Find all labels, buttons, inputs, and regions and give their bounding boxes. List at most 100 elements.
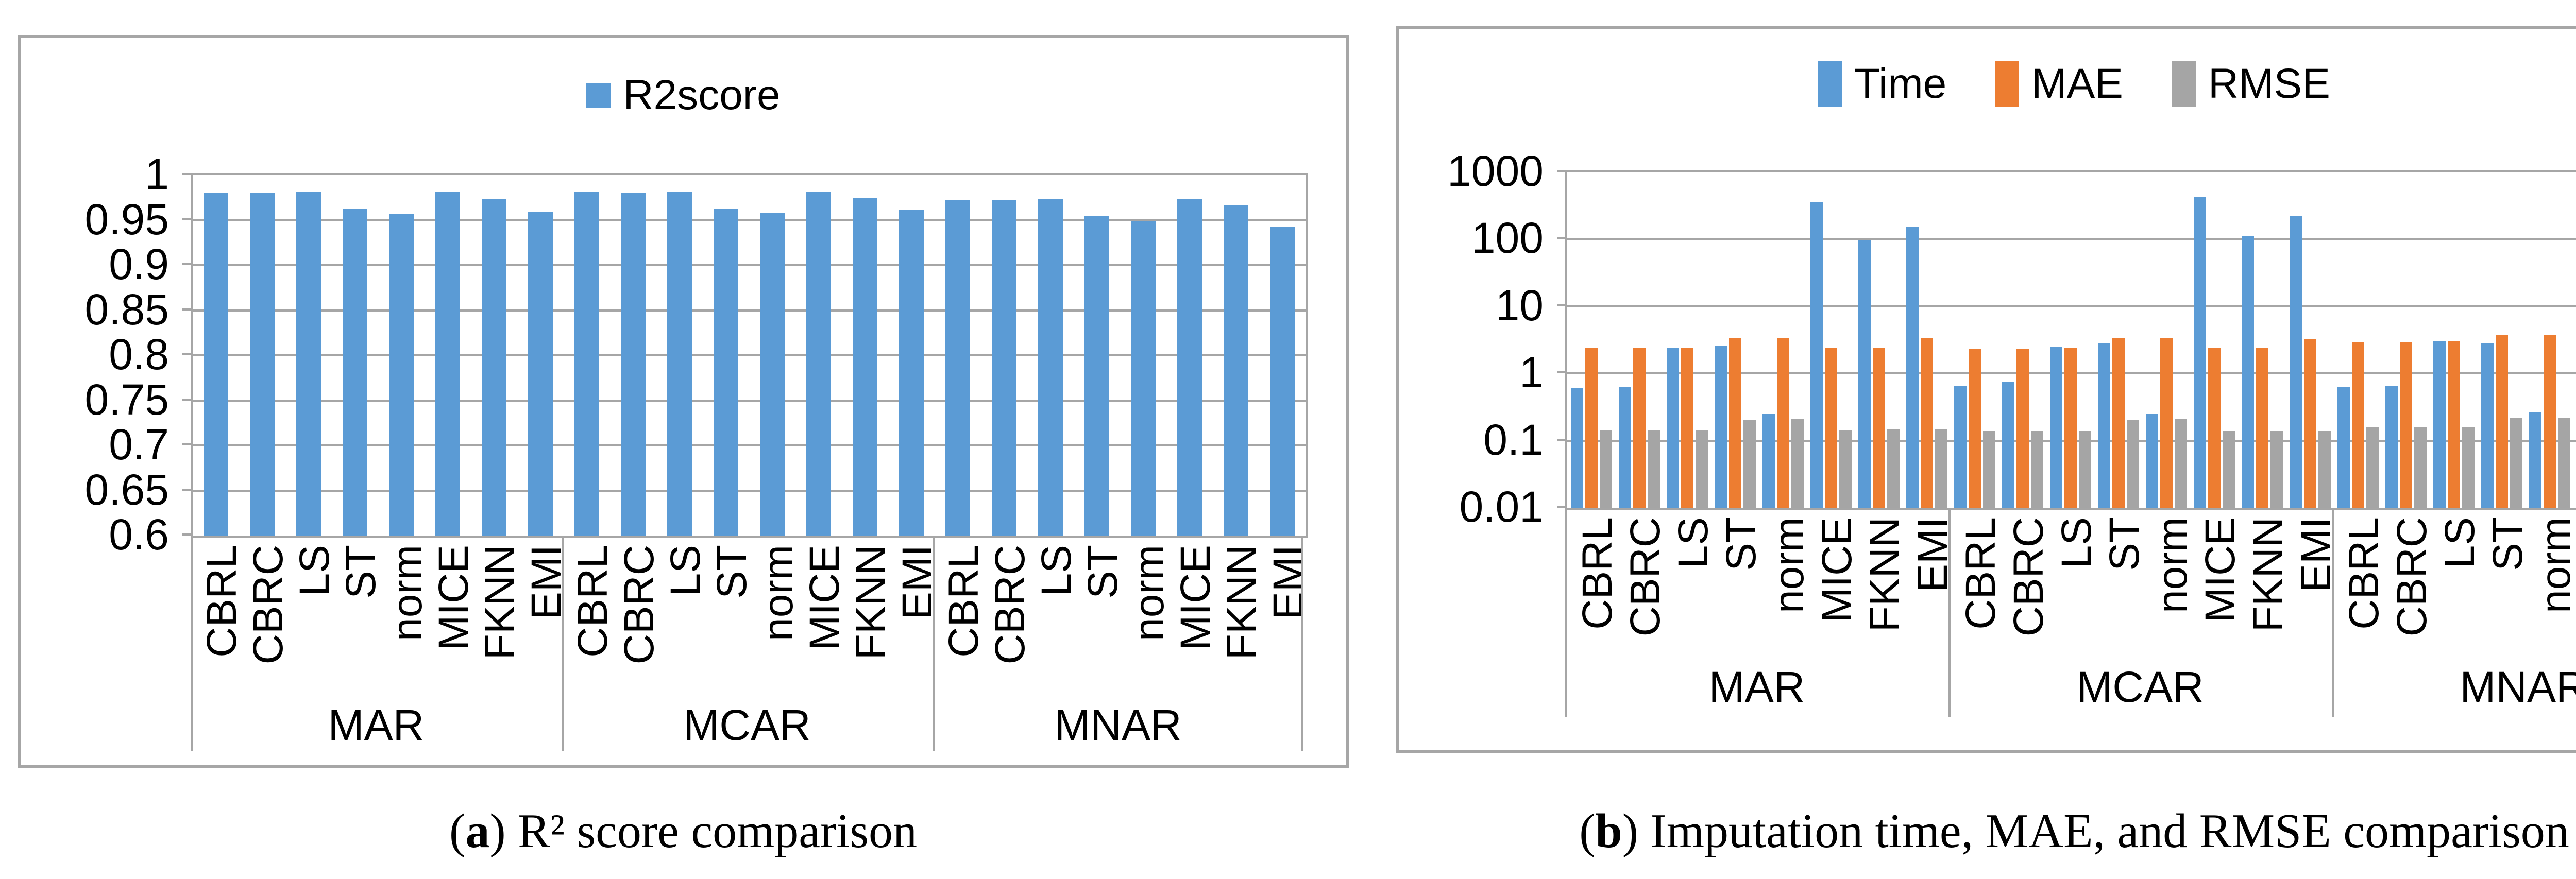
x-category-label: FKNN bbox=[477, 545, 523, 660]
bar-b-mae-mnar-cbrc bbox=[2399, 342, 2412, 508]
y-tick-label: 0.1 bbox=[1483, 415, 1544, 464]
bar-b-mae-mnar-ls bbox=[2447, 341, 2460, 508]
legend-item-r2score: R2score bbox=[586, 74, 781, 116]
bar-a-r2score-mnar-norm bbox=[1131, 221, 1156, 536]
bar-b-rmse-mar-fknn bbox=[1887, 428, 1900, 508]
bar-b-mae-mcar-norm bbox=[2160, 337, 2173, 508]
x-category-label: CBRL bbox=[2340, 517, 2387, 630]
y-tick-mark bbox=[1557, 371, 1567, 374]
bar-b-time-mcar-cbrc bbox=[2002, 382, 2014, 508]
bar-b-time-mcar-ls bbox=[2049, 347, 2062, 508]
bar-a-r2score-mcar-emi bbox=[899, 210, 924, 536]
x-group-label-mcar: MCAR bbox=[2076, 663, 2204, 711]
axis-divider bbox=[2332, 510, 2334, 717]
x-group-label-mnar: MNAR bbox=[1054, 701, 1182, 749]
x-category-label: MICE bbox=[801, 545, 848, 650]
bar-b-time-mar-cbrl bbox=[1570, 388, 1583, 508]
bar-b-time-mcar-emi bbox=[2289, 216, 2302, 508]
x-group-label-mcar: MCAR bbox=[683, 701, 811, 749]
x-category-label: norm bbox=[755, 545, 802, 641]
bar-b-mae-mnar-st bbox=[2495, 335, 2508, 508]
x-category-label: EMI bbox=[1909, 517, 1956, 592]
bar-a-r2score-mcar-ls bbox=[667, 192, 692, 536]
bar-b-rmse-mcar-cbrl bbox=[1982, 430, 1995, 508]
x-category-label: CBRC bbox=[616, 545, 663, 665]
bar-a-r2score-mnar-cbrc bbox=[992, 200, 1016, 536]
y-tick-label: 0.01 bbox=[1459, 482, 1544, 531]
gridline bbox=[193, 219, 1306, 221]
legend-item-mae: MAE bbox=[1995, 61, 2123, 107]
chart-b-panel: Time MAE RMSE 1000 100 10 1 0.1 0.01 CBRL CBRC LS S… bbox=[1396, 26, 2576, 753]
axis-divider bbox=[1948, 510, 1951, 717]
gridline bbox=[1567, 305, 2576, 307]
gridline bbox=[193, 309, 1306, 312]
bar-b-mae-mcar-fknn bbox=[2256, 348, 2268, 508]
y-tick-label: 0.95 bbox=[84, 195, 170, 244]
y-tick-label: 0.75 bbox=[84, 375, 170, 424]
bar-b-rmse-mar-cbrl bbox=[1599, 429, 1612, 508]
axis-divider bbox=[1301, 538, 1303, 751]
legend-marker-time bbox=[1818, 61, 1842, 107]
x-category-label: CBRC bbox=[2005, 517, 2052, 637]
axis-divider bbox=[562, 538, 564, 751]
caption-b-letter: b bbox=[1595, 804, 1622, 858]
bar-b-rmse-mcar-ls bbox=[2078, 430, 2091, 508]
bar-b-rmse-mar-st bbox=[1743, 420, 1756, 508]
bar-a-r2score-mar-mice bbox=[435, 192, 460, 536]
bar-b-rmse-mnar-cbrc bbox=[2414, 426, 2427, 508]
x-category-label: FKNN bbox=[848, 545, 894, 660]
y-tick-mark bbox=[182, 443, 193, 445]
bar-b-mae-mcar-cbrc bbox=[2016, 349, 2029, 508]
bar-a-r2score-mnar-mice bbox=[1177, 199, 1202, 536]
bar-b-mae-mcar-emi bbox=[2303, 338, 2316, 508]
x-category-label: ST bbox=[2100, 517, 2148, 571]
bar-b-rmse-mcar-mice bbox=[2222, 430, 2235, 508]
bar-b-rmse-mnar-ls bbox=[2462, 426, 2475, 508]
x-category-label: MICE bbox=[1813, 517, 1860, 623]
bar-b-mae-mar-norm bbox=[1776, 337, 1789, 508]
x-category-label: LS bbox=[2053, 517, 2100, 569]
y-tick-label: 1 bbox=[1519, 348, 1544, 397]
bar-b-time-mcar-mice bbox=[2193, 196, 2206, 508]
bar-b-mae-mcar-st bbox=[2112, 337, 2125, 508]
y-tick-label: 0.85 bbox=[84, 285, 170, 334]
x-category-label: CBRC bbox=[1621, 517, 1669, 637]
bar-b-time-mar-norm bbox=[1762, 413, 1775, 508]
caption-a-open: ( bbox=[449, 804, 466, 858]
caption-b-text: Imputation time, MAE, and RMSE compariso… bbox=[1638, 804, 2569, 858]
bar-a-r2score-mcar-st bbox=[714, 208, 738, 536]
caption-b-close: ) bbox=[1622, 804, 1639, 858]
y-tick-mark bbox=[182, 218, 193, 220]
x-category-label: CBRC bbox=[987, 545, 1033, 665]
y-tick-mark bbox=[1557, 237, 1567, 239]
x-category-label: FKNN bbox=[1218, 545, 1265, 660]
bar-a-r2score-mar-cbrl bbox=[204, 193, 228, 536]
x-category-label: FKNN bbox=[1861, 517, 1908, 632]
y-tick-label: 0.65 bbox=[84, 465, 170, 514]
x-category-label: CBRL bbox=[1957, 517, 2004, 630]
bar-a-r2score-mcar-fknn bbox=[853, 197, 877, 536]
axis-divider bbox=[1565, 510, 1567, 717]
x-category-label: LS bbox=[1669, 517, 1717, 569]
bar-b-time-mcar-st bbox=[2097, 343, 2110, 508]
y-tick-mark bbox=[182, 308, 193, 311]
bar-b-time-mar-emi bbox=[1906, 226, 1919, 508]
legend-label-time: Time bbox=[1854, 60, 1947, 107]
bar-b-mae-mar-emi bbox=[1920, 337, 1933, 508]
x-category-label: CBRC bbox=[2388, 517, 2435, 637]
bar-b-rmse-mar-cbrc bbox=[1647, 429, 1660, 508]
bar-b-rmse-mcar-fknn bbox=[2270, 430, 2283, 508]
x-category-label: LS bbox=[1033, 545, 1080, 597]
bar-a-r2score-mcar-mice bbox=[806, 192, 831, 536]
bar-b-mae-mar-cbrc bbox=[1633, 348, 1646, 508]
y-tick-mark bbox=[182, 173, 193, 175]
bar-b-rmse-mar-mice bbox=[1839, 429, 1852, 508]
gridline bbox=[193, 264, 1306, 266]
y-tick-mark bbox=[1557, 506, 1567, 508]
bar-a-r2score-mar-st bbox=[343, 208, 367, 536]
legend-label-rmse: RMSE bbox=[2208, 60, 2330, 107]
x-category-label: ST bbox=[1079, 545, 1126, 599]
bar-a-r2score-mnar-ls bbox=[1038, 199, 1063, 536]
bar-a-r2score-mnar-fknn bbox=[1224, 204, 1248, 536]
y-tick-label: 0.9 bbox=[109, 240, 169, 288]
